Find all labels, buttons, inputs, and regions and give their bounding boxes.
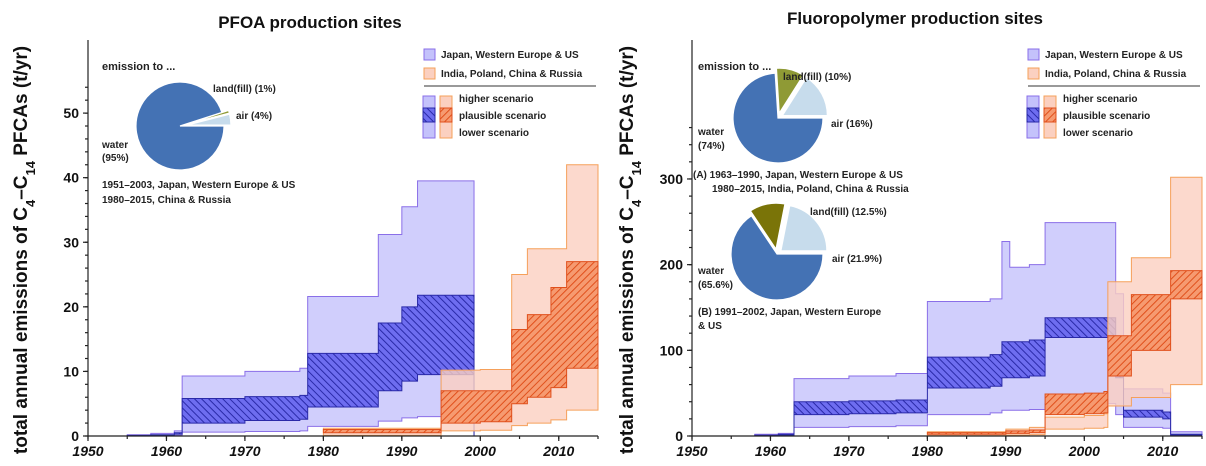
legend-plausible-swatch-jwu xyxy=(422,107,436,123)
legend-plausible: plausible scenario xyxy=(459,111,546,122)
x-tick-label: 1990 xyxy=(990,443,1021,459)
pfoa-inset: emission to ... land(fill) (1%) air (4%)… xyxy=(101,61,296,206)
pie-b-label-water-pct: (65.6%) xyxy=(698,280,733,291)
x-tick-label: 1960 xyxy=(151,443,182,459)
x-tick-label: 1970 xyxy=(229,443,260,459)
y-axis-label: total annual emissions of C4–C14 PFCAs (… xyxy=(11,46,38,454)
legend-label-ipcr: India, Poland, China & Russia xyxy=(441,69,583,80)
y-tick-label: 300 xyxy=(660,171,684,187)
x-tick-label: 2000 xyxy=(464,443,496,459)
legend-swatch-jwu xyxy=(423,48,436,61)
inset-caption-2: 1980–2015, China & Russia xyxy=(102,195,231,206)
chart-title: Fluoropolymer production sites xyxy=(787,9,1043,28)
inset-title: emission to ... xyxy=(102,61,175,73)
inset-a-caption-2: 1980–2015, India, Poland, China & Russia xyxy=(712,184,909,195)
pie-a-label-water-pct: (74%) xyxy=(698,141,725,152)
plausible-band-ipcr xyxy=(322,261,599,434)
y-tick-label: 30 xyxy=(63,234,79,250)
pfoa-panel: PFOA production sites total annual emiss… xyxy=(11,13,599,459)
pie-a-label-landfill: land(fill) (10%) xyxy=(783,72,851,83)
pie-label-air: air (4%) xyxy=(236,111,272,122)
pie-b-label-landfill: land(fill) (12.5%) xyxy=(810,207,887,218)
y-tick-label: 100 xyxy=(660,342,684,358)
pie-chart-b xyxy=(730,202,828,301)
inset-b-caption-1: (B) 1991–2002, Japan, Western Europe xyxy=(698,307,882,318)
x-tick-label: 1990 xyxy=(386,443,417,459)
pie-slice-landfill xyxy=(749,202,786,251)
legend-swatch-ipcr xyxy=(423,67,436,80)
legend-lower: lower scenario xyxy=(459,128,529,139)
pie-label-water: water xyxy=(101,140,128,151)
pie-a-label-air: air (16%) xyxy=(831,119,873,130)
pie-b-label-air: air (21.9%) xyxy=(832,254,882,265)
y-tick-label: 10 xyxy=(63,363,79,379)
pie-slice-air xyxy=(780,204,828,252)
pie-slice-air xyxy=(186,113,232,126)
x-tick-label: 2010 xyxy=(1146,443,1178,459)
legend: Japan, Western Europe & US India, Poland… xyxy=(422,48,596,139)
pfoa-axes: 1950 1960 1970 1980 1990 2000 2010 0 10 20 30 40 50 xyxy=(63,40,599,459)
pie-slice-air xyxy=(781,76,828,117)
x-tick-label: 1960 xyxy=(755,443,786,459)
chart-title: PFOA production sites xyxy=(218,13,402,32)
legend-label-ipcr: India, Poland, China & Russia xyxy=(1045,69,1187,80)
x-tick-label: 1980 xyxy=(912,443,943,459)
inset-b-caption-2: & US xyxy=(698,321,722,332)
legend-lower: lower scenario xyxy=(1063,128,1133,139)
legend-higher: higher scenario xyxy=(1063,94,1137,105)
x-tick-label: 1970 xyxy=(833,443,864,459)
y-tick-label: 40 xyxy=(63,170,79,186)
x-tick-label: 1950 xyxy=(72,443,103,459)
x-tick-label: 1980 xyxy=(308,443,339,459)
legend-label-jwu: Japan, Western Europe & US xyxy=(1045,50,1183,61)
legend-label-jwu: Japan, Western Europe & US xyxy=(441,50,579,61)
pie-chart xyxy=(135,81,232,171)
legend-higher: higher scenario xyxy=(459,94,533,105)
fluoropolymer-areas xyxy=(692,176,1203,437)
inset-a-caption-1: (A) 1963–1990, Japan, Western Europe & U… xyxy=(693,170,903,181)
inset-title: emission to ... xyxy=(698,61,771,73)
legend-swatch-ipcr xyxy=(1027,67,1040,80)
pie-label-water-pct: (95%) xyxy=(102,153,129,164)
y-tick-label: 200 xyxy=(660,257,684,273)
pie-slice-water xyxy=(730,214,824,301)
y-tick-label: 0 xyxy=(675,428,683,444)
pie-slice-landfill xyxy=(775,67,805,116)
x-tick-label: 1950 xyxy=(676,443,707,459)
legend-plausible-swatch-jwu xyxy=(1026,107,1040,123)
pie-a-label-water: water xyxy=(697,127,724,138)
x-tick-label: 2000 xyxy=(1068,443,1100,459)
fluoropolymer-inset-a: emission to ... land(fill) (10%) air (16… xyxy=(693,61,909,195)
pie-b-label-water: water xyxy=(697,266,724,277)
y-tick-label: 0 xyxy=(71,428,79,444)
pie-label-landfill: land(fill) (1%) xyxy=(213,84,276,95)
inset-caption-1: 1951–2003, Japan, Western Europe & US xyxy=(102,180,296,191)
plausible-band-ipcr xyxy=(926,270,1203,435)
pfoa-areas xyxy=(88,164,599,437)
legend-plausible: plausible scenario xyxy=(1063,111,1150,122)
plausible-band-jwu xyxy=(692,317,1203,437)
x-tick-label: 2010 xyxy=(542,443,574,459)
fluoropolymer-inset-b: land(fill) (12.5%) air (21.9%) water (65… xyxy=(697,202,887,332)
scenario-band-jwu xyxy=(692,222,1203,437)
legend: Japan, Western Europe & US India, Poland… xyxy=(1026,48,1200,139)
legend-swatch-jwu xyxy=(1027,48,1040,61)
legend-plausible-swatch-ipcr xyxy=(1043,107,1057,123)
y-tick-label: 20 xyxy=(63,299,79,315)
fluoropolymer-axes: 1950 1960 1970 1980 1990 2000 2010 0 100 200 300 xyxy=(660,40,1203,459)
fluoropolymer-panel: Fluoropolymer production sites total ann… xyxy=(617,9,1203,459)
legend-plausible-swatch-ipcr xyxy=(439,107,453,123)
y-axis-label: total annual emissions of C4–C14 PFCAs (… xyxy=(617,46,644,454)
pie-slice-water xyxy=(135,81,225,171)
y-tick-label: 50 xyxy=(63,105,79,121)
pie-chart-a xyxy=(732,67,828,164)
pie-slice-water xyxy=(732,72,824,164)
